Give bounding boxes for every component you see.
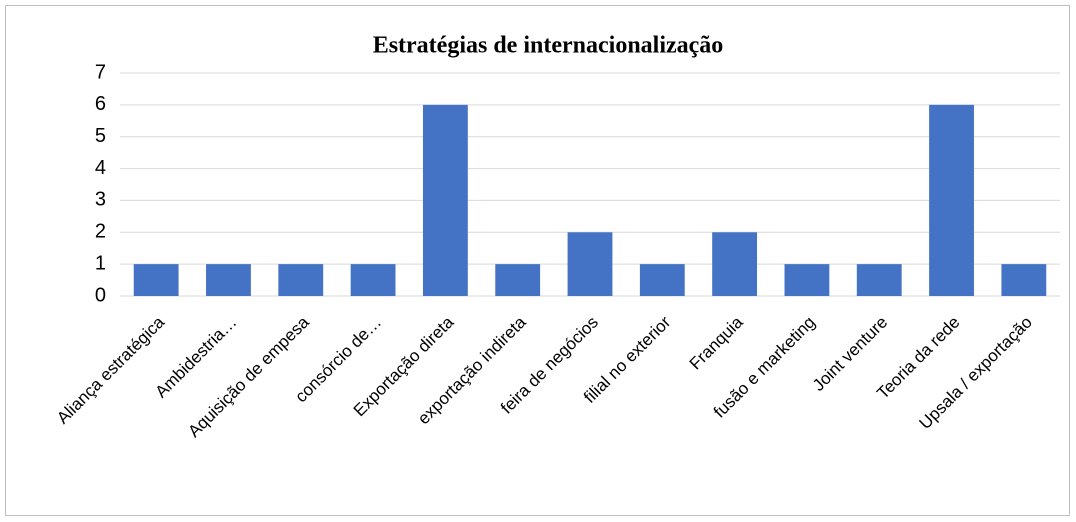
chart-title: Estratégias de internacionalização (373, 33, 724, 59)
bar (278, 264, 324, 296)
bar (712, 232, 758, 296)
chart-border (5, 5, 1070, 516)
bar (495, 264, 541, 296)
y-tick-label: 3 (95, 189, 106, 211)
y-tick-label: 6 (95, 93, 106, 115)
bar (422, 104, 468, 296)
y-tick-label: 7 (95, 61, 106, 83)
y-tick-label: 2 (95, 221, 106, 243)
y-tick-label: 4 (95, 157, 106, 179)
bar (567, 232, 613, 296)
y-tick-label: 0 (95, 284, 106, 306)
bar (206, 264, 251, 296)
bar (133, 264, 179, 296)
bar (856, 264, 902, 296)
bar (639, 264, 685, 296)
y-tick-label: 5 (95, 125, 106, 147)
bar (784, 264, 830, 296)
bar (1001, 264, 1047, 296)
y-tick-label: 1 (95, 252, 106, 274)
bar (929, 104, 974, 296)
bar (350, 264, 396, 296)
